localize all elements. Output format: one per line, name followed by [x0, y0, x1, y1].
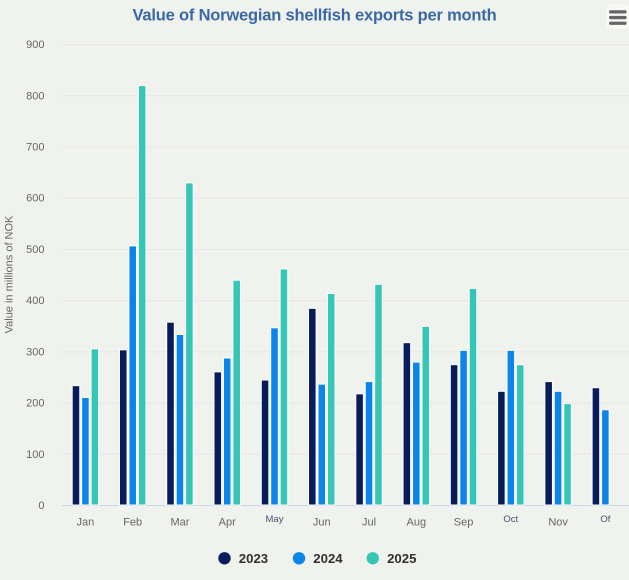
svg-text:800: 800: [26, 90, 44, 102]
svg-text:Feb: Feb: [123, 517, 142, 529]
svg-text:Nov: Nov: [548, 517, 568, 529]
svg-text:Aug: Aug: [407, 517, 427, 529]
svg-text:600: 600: [26, 193, 44, 205]
svg-text:500: 500: [26, 244, 44, 256]
svg-text:Sep: Sep: [454, 517, 474, 529]
svg-text:300: 300: [26, 346, 44, 358]
svg-text:900: 900: [26, 39, 44, 51]
svg-text:2024: 2024: [313, 551, 343, 566]
svg-text:0: 0: [38, 500, 44, 512]
svg-text:200: 200: [26, 398, 44, 410]
svg-text:2023: 2023: [239, 551, 268, 566]
svg-text:100: 100: [26, 449, 44, 461]
svg-text:Jan: Jan: [77, 517, 95, 529]
svg-text:2025: 2025: [387, 551, 416, 566]
svg-text:700: 700: [26, 142, 44, 154]
svg-text:Of: Of: [600, 514, 610, 525]
svg-text:Value of Norwegian shellfish e: Value of Norwegian shellfish exports per…: [133, 6, 497, 24]
svg-text:May: May: [266, 514, 284, 525]
svg-text:Jul: Jul: [362, 517, 376, 529]
svg-text:Jun: Jun: [313, 517, 331, 529]
svg-text:Oct: Oct: [503, 514, 518, 525]
svg-text:Apr: Apr: [219, 517, 236, 529]
svg-text:Mar: Mar: [171, 517, 190, 529]
svg-text:400: 400: [26, 295, 44, 307]
svg-text:Value in millions of NOK: Value in millions of NOK: [3, 215, 15, 333]
